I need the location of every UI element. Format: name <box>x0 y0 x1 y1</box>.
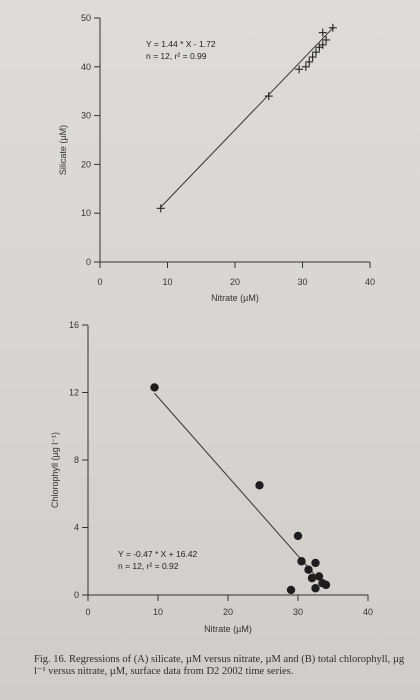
y-tick-label: 10 <box>81 208 91 218</box>
data-point <box>295 65 304 74</box>
y-axis-title: Chlorophyll (µg l⁻¹) <box>50 432 60 508</box>
panel-b: 0 4 8 12 16 0 10 20 30 40 Nitrate (µM) Chlorophyll … <box>50 320 373 634</box>
y-tick-label: 30 <box>81 111 91 121</box>
x-tick-label: 0 <box>97 277 102 287</box>
y-tick-label: 40 <box>81 62 91 72</box>
x-tick-label: 40 <box>363 607 373 617</box>
data-point <box>156 204 165 213</box>
data-point <box>328 23 337 32</box>
data-point <box>318 40 327 49</box>
regression-equation: Y = -0.47 * X + 16.42 <box>118 549 198 559</box>
y-tick-label: 0 <box>86 257 91 267</box>
regression-line <box>160 27 334 208</box>
panel-a: 0 10 20 30 40 50 0 10 20 30 40 Nitrate (µM) Silicate… <box>58 13 375 303</box>
x-tick-label: 0 <box>85 607 90 617</box>
y-tick-label: 4 <box>74 523 79 533</box>
x-tick-label: 30 <box>293 607 303 617</box>
data-point <box>322 35 331 44</box>
data-point <box>264 92 273 101</box>
figure-caption: Fig. 16. Regressions of (A) silicate, µM… <box>34 654 405 677</box>
data-point <box>312 48 320 57</box>
x-tick-label: 10 <box>162 277 172 287</box>
data-point <box>293 531 303 541</box>
data-point <box>305 57 314 66</box>
data-point <box>150 383 159 392</box>
regression-line <box>154 392 327 588</box>
y-tick-label: 0 <box>74 590 79 600</box>
y-tick-label: 12 <box>69 388 79 398</box>
y-tick-label: 8 <box>74 455 79 465</box>
data-point <box>311 558 320 568</box>
data-point <box>301 62 310 71</box>
x-tick-label: 40 <box>365 277 375 287</box>
y-tick-label: 16 <box>69 320 79 330</box>
data-point <box>314 572 324 581</box>
data-point <box>297 557 306 566</box>
data-point <box>311 584 320 593</box>
regression-stats: n = 12, r² = 0.92 <box>118 561 179 571</box>
data-point <box>255 481 264 490</box>
x-tick-label: 20 <box>230 277 240 287</box>
data-point <box>318 28 327 37</box>
x-tick-label: 20 <box>223 607 233 617</box>
data-point <box>308 53 317 62</box>
x-tick-label: 10 <box>153 607 163 617</box>
y-axis-title: Silicate (µM) <box>58 125 68 175</box>
y-tick-label: 20 <box>81 159 91 169</box>
regression-stats: n = 12, r² = 0.99 <box>146 51 207 61</box>
data-point <box>304 565 313 574</box>
regression-equation: Y = 1.44 * X - 1.72 <box>146 39 216 49</box>
x-tick-label: 30 <box>297 277 307 287</box>
y-tick-label: 50 <box>81 13 91 23</box>
data-point <box>318 578 327 588</box>
data-point <box>307 573 317 583</box>
x-axis-title: Nitrate (µM) <box>211 293 259 303</box>
x-axis-title: Nitrate (µM) <box>204 624 252 634</box>
data-point <box>286 585 296 595</box>
